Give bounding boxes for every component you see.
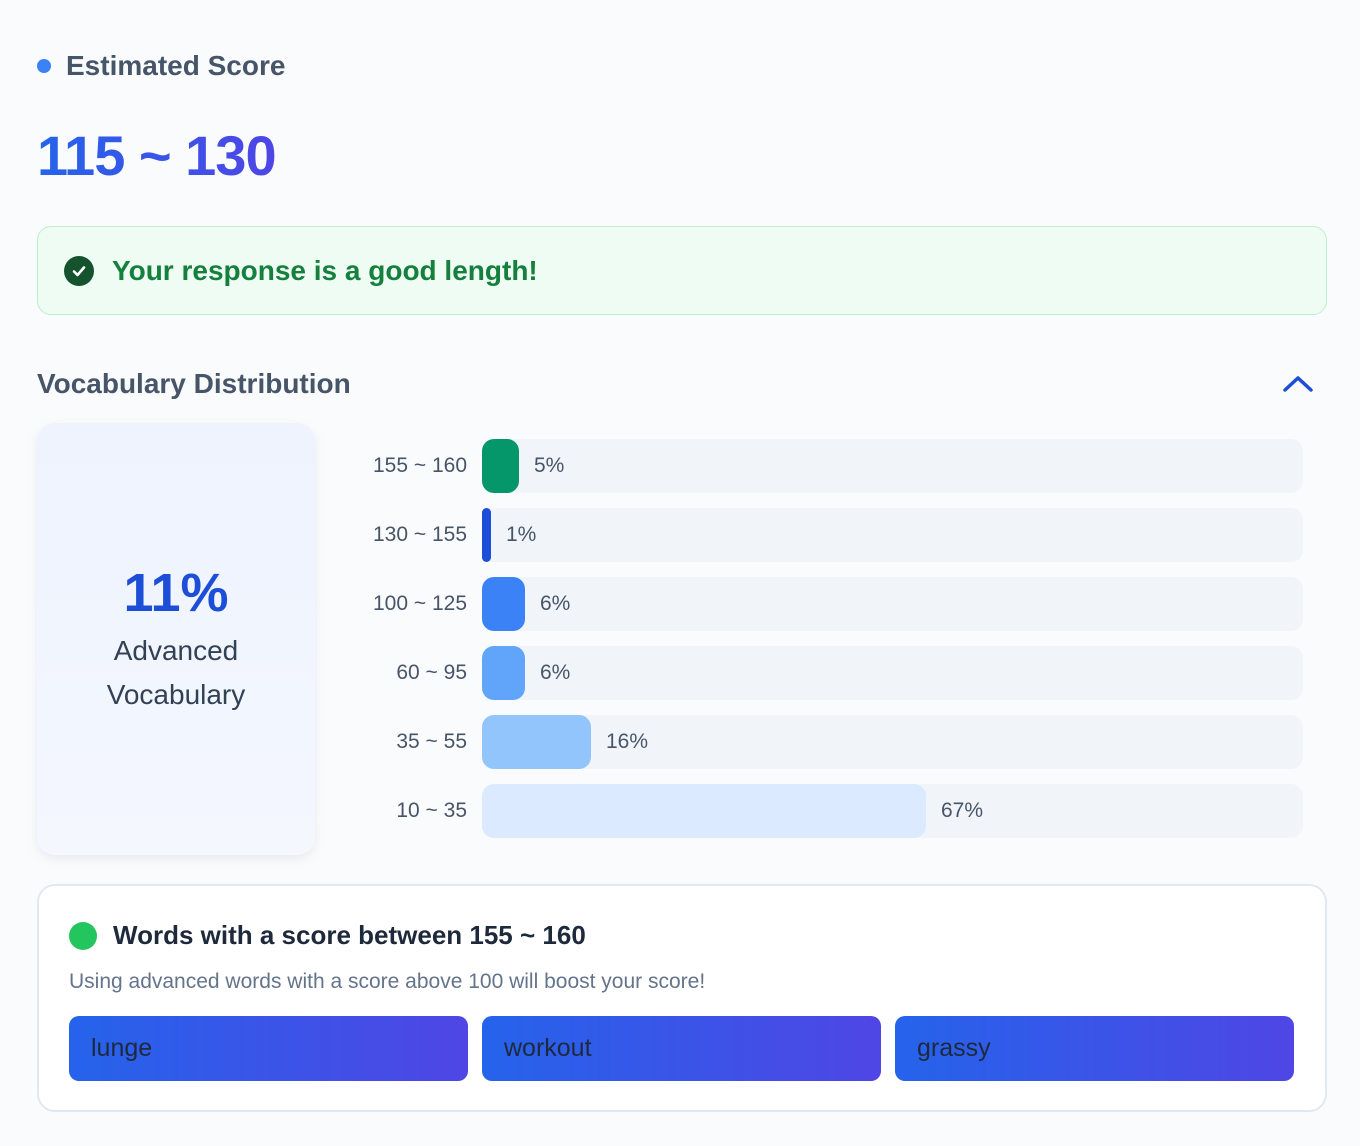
distribution-track: 6% — [482, 577, 1303, 631]
words-panel-description: Using advanced words with a score above … — [69, 970, 706, 993]
distribution-row: 130 ~ 155 1% — [370, 508, 1318, 562]
distribution-bar — [482, 508, 491, 562]
distribution-bar — [482, 646, 525, 700]
word-chip[interactable]: lunge — [69, 1016, 468, 1081]
word-chip[interactable]: workout — [482, 1016, 881, 1081]
distribution-bar — [482, 439, 519, 493]
distribution-row: 100 ~ 125 6% — [370, 577, 1318, 631]
distribution-row: 155 ~ 160 5% — [370, 439, 1318, 493]
length-feedback-banner: Your response is a good length! — [37, 226, 1327, 315]
distribution-percent: 5% — [534, 454, 565, 477]
distribution-track: 16% — [482, 715, 1303, 769]
distribution-row: 60 ~ 95 6% — [370, 646, 1318, 700]
distribution-percent: 67% — [941, 799, 984, 822]
chevron-up-icon — [1283, 376, 1313, 392]
words-panel-header: Words with a score between 155 ~ 160 — [69, 920, 586, 951]
collapse-toggle-button[interactable] — [1278, 366, 1318, 402]
distribution-track: 67% — [482, 784, 1303, 838]
distribution-row: 35 ~ 55 16% — [370, 715, 1318, 769]
word-chips: lunge workout grassy — [69, 1016, 1294, 1081]
distribution-bar — [482, 715, 591, 769]
score-range: 115 ~ 130 — [37, 122, 277, 190]
advanced-vocabulary-percent: 11% — [123, 563, 229, 623]
distribution-percent: 6% — [540, 661, 571, 684]
distribution-percent: 1% — [506, 523, 537, 546]
distribution-range-label: 60 ~ 95 — [396, 661, 467, 684]
distribution-percent: 16% — [606, 730, 649, 753]
distribution-bar — [482, 784, 926, 838]
estimated-score-header: Estimated Score — [37, 50, 285, 82]
distribution-row: 10 ~ 35 67% — [370, 784, 1318, 838]
word-chip[interactable]: grassy — [895, 1016, 1294, 1081]
estimated-score-label: Estimated Score — [66, 50, 286, 81]
vocabulary-distribution-bars: 155 ~ 160 5% 130 ~ 155 1% 100 ~ 125 6% 60 ~ 95… — [370, 439, 1318, 853]
distribution-range-label: 35 ~ 55 — [396, 730, 467, 753]
distribution-track: 5% — [482, 439, 1303, 493]
words-panel: Words with a score between 155 ~ 160 Usi… — [37, 884, 1327, 1112]
status-dot-icon — [37, 59, 51, 73]
distribution-bar — [482, 577, 525, 631]
words-panel-title: Words with a score between 155 ~ 160 — [113, 920, 586, 950]
length-feedback-text: Your response is a good length! — [112, 254, 538, 286]
distribution-track: 1% — [482, 508, 1303, 562]
advanced-vocabulary-card: 11% Advanced Vocabulary — [37, 423, 315, 855]
check-circle-icon — [64, 255, 94, 286]
green-dot-icon — [69, 921, 97, 950]
distribution-track: 6% — [482, 646, 1303, 700]
distribution-range-label: 100 ~ 125 — [372, 592, 467, 615]
vocabulary-distribution-title: Vocabulary Distribution — [37, 368, 351, 399]
advanced-vocabulary-label: Advanced Vocabulary — [106, 635, 246, 710]
distribution-range-label: 10 ~ 35 — [396, 799, 467, 822]
distribution-range-label: 155 ~ 160 — [372, 454, 467, 477]
distribution-percent: 6% — [540, 592, 571, 615]
distribution-range-label: 130 ~ 155 — [372, 523, 467, 546]
